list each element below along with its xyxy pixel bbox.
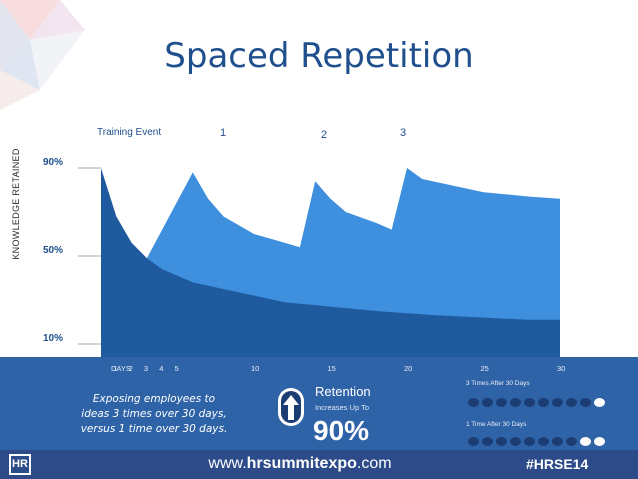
x-tick-label: 3 bbox=[143, 364, 149, 373]
dot-retained-light bbox=[594, 437, 605, 446]
event-3-label: 3 bbox=[400, 127, 407, 139]
comparison-1x-label: 1 Time After 30 Days bbox=[466, 421, 527, 428]
dot-retained-dark bbox=[496, 398, 507, 407]
dot-retained-dark bbox=[482, 398, 493, 407]
x-tick-label: 10 bbox=[251, 364, 260, 373]
dot-retained-dark bbox=[468, 437, 479, 446]
dot-retained-light bbox=[594, 398, 605, 407]
y-tick-10: 10% bbox=[43, 333, 64, 344]
dot-retained-dark bbox=[552, 437, 563, 446]
x-tick-label: 5 bbox=[174, 364, 179, 373]
event-1-label: 1 bbox=[220, 127, 227, 139]
dot-retained-dark bbox=[482, 437, 493, 446]
dot-retained-dark bbox=[538, 398, 549, 407]
x-axis-label: DAYS bbox=[111, 364, 131, 373]
x-tick-label: 30 bbox=[557, 364, 566, 373]
x-tick-label: 2 bbox=[128, 364, 133, 373]
x-tick-label: 25 bbox=[480, 364, 489, 373]
event-training-label: Training Event bbox=[97, 127, 162, 138]
summary-text-line: Exposing employees to bbox=[92, 393, 216, 405]
dot-retained-dark bbox=[496, 437, 507, 446]
dot-retained-dark bbox=[510, 398, 521, 407]
dot-retained-dark bbox=[524, 398, 535, 407]
event-2-label: 2 bbox=[321, 129, 328, 141]
footer-bar: HR www.hrsummitexpo.com #HRSE14 bbox=[0, 450, 638, 479]
retention-sub: Increases Up To bbox=[315, 403, 370, 412]
dot-retained-dark bbox=[510, 437, 521, 446]
summary-text: Exposing employees to ideas 3 times over… bbox=[74, 392, 234, 437]
slide-title: Spaced Repetition bbox=[164, 36, 474, 76]
hr-logo: HR bbox=[9, 454, 31, 475]
y-tick-50: 50% bbox=[43, 245, 64, 256]
hashtag: #HRSE14 bbox=[526, 456, 589, 472]
dot-retained-dark bbox=[552, 398, 563, 407]
dot-retained-dark bbox=[538, 437, 549, 446]
x-tick-label: 4 bbox=[159, 364, 164, 373]
comparison-3x-dots bbox=[468, 398, 605, 407]
x-tick-label: 1 bbox=[113, 364, 118, 373]
area-single-exposure bbox=[101, 168, 560, 357]
footer-url[interactable]: www.hrsummitexpo.com bbox=[180, 455, 420, 473]
summary-text-line: ideas 3 times over 30 days, bbox=[81, 408, 227, 420]
dot-retained-light bbox=[580, 437, 591, 446]
comparison-1x-dots bbox=[468, 437, 605, 446]
x-tick-label: 15 bbox=[327, 364, 336, 373]
dot-retained-dark bbox=[524, 437, 535, 446]
retention-value: 90% bbox=[313, 415, 370, 446]
y-tick-90: 90% bbox=[43, 157, 64, 168]
dot-retained-dark bbox=[566, 398, 577, 407]
dot-retained-dark bbox=[566, 437, 577, 446]
dot-retained-dark bbox=[468, 398, 479, 407]
url-prefix: www. bbox=[208, 455, 247, 472]
up-arrow-icon bbox=[278, 388, 304, 426]
url-suffix: .com bbox=[356, 455, 392, 472]
x-tick-label: 20 bbox=[404, 364, 413, 373]
comparison-3x-label: 3 Times After 30 Days bbox=[466, 380, 530, 387]
retention-label: Retention bbox=[315, 384, 371, 399]
decorative-polygons bbox=[0, 0, 85, 110]
url-brand: hrsummitexpo bbox=[246, 455, 357, 472]
dot-retained-dark bbox=[580, 398, 591, 407]
summary-text-line: versus 1 time over 30 days. bbox=[80, 423, 228, 435]
